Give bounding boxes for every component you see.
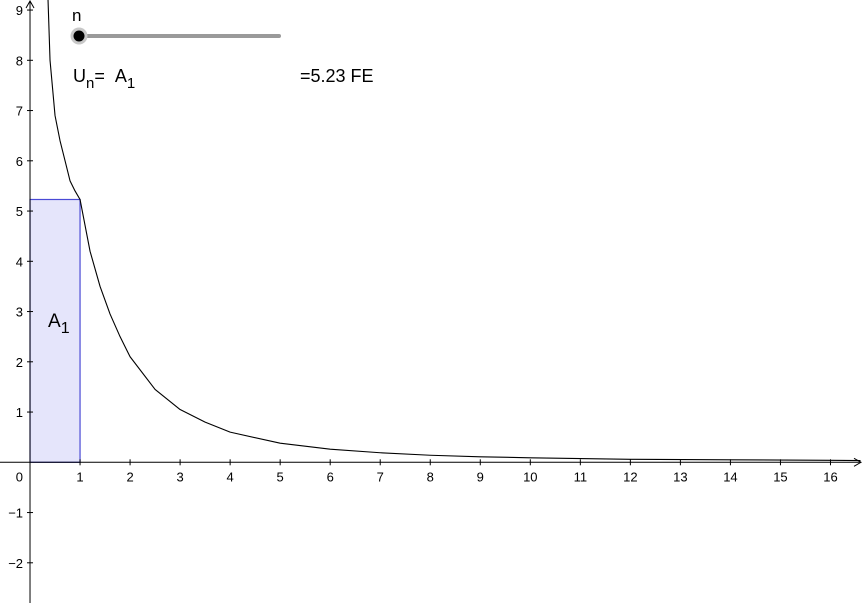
x-tick-label: 7: [377, 469, 384, 484]
y-tick-label: 6: [16, 154, 23, 169]
formula-prefix: U: [73, 66, 86, 86]
sum-formula-label: Un= A1: [73, 66, 135, 92]
rectangle-label-letter: A: [48, 311, 61, 332]
y-tick-label: 3: [16, 305, 23, 320]
origin-label: 0: [16, 469, 23, 484]
x-tick-label: 1: [76, 469, 83, 484]
y-tick-label: 4: [16, 254, 23, 269]
x-tick-label: 6: [327, 469, 334, 484]
x-tick-label: 11: [574, 469, 588, 484]
formula-equals: =: [94, 66, 105, 86]
y-tick-label: 9: [16, 3, 23, 18]
x-tick-label: 16: [823, 469, 837, 484]
x-axis-arrow: [853, 457, 863, 467]
rectangle-label-sub: 1: [60, 320, 70, 337]
sum-result-label: =5.23 FE: [300, 66, 374, 86]
y-tick-label: −1: [8, 506, 23, 521]
x-tick-label: 13: [673, 469, 687, 484]
slider-knob[interactable]: [73, 30, 85, 42]
x-tick-label: 5: [277, 469, 284, 484]
function-curve-1[interactable]: [47, 0, 861, 462]
x-tick-label: 3: [176, 469, 183, 484]
x-tick-label: 14: [723, 469, 737, 484]
y-tick-label: 7: [16, 104, 23, 119]
x-tick-label: 12: [623, 469, 637, 484]
formula-term-sub: 1: [126, 75, 136, 92]
x-tick-label: 9: [477, 469, 484, 484]
y-tick-label: 5: [16, 204, 23, 219]
formula-sub-n: n: [86, 75, 95, 92]
y-tick-label: 1: [16, 405, 23, 420]
y-tick-label: −2: [8, 556, 23, 571]
x-tick-label: 15: [773, 469, 787, 484]
riemann-rectangle-1[interactable]: [29, 198, 81, 463]
x-tick-label: 4: [227, 469, 234, 484]
rectangle-label: A1: [48, 311, 70, 338]
formula-term: A: [114, 66, 127, 86]
x-tick-label: 10: [523, 469, 537, 484]
y-tick-label: 2: [16, 355, 23, 370]
x-tick-label: 2: [126, 469, 133, 484]
y-axis-arrow: [25, 0, 35, 9]
slider-name-label: n: [72, 6, 82, 25]
y-tick-label: 8: [16, 53, 23, 68]
x-tick-label: 8: [427, 469, 434, 484]
